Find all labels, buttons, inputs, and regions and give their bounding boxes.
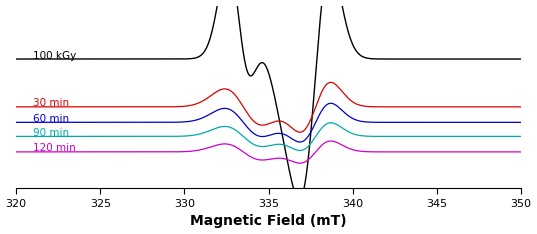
X-axis label: Magnetic Field (mT): Magnetic Field (mT) — [190, 214, 347, 228]
Text: 30 min: 30 min — [33, 98, 69, 108]
Text: 60 min: 60 min — [33, 114, 69, 124]
Text: 120 min: 120 min — [33, 143, 76, 153]
Text: 90 min: 90 min — [33, 128, 69, 138]
Text: 100 kGy: 100 kGy — [33, 51, 76, 61]
